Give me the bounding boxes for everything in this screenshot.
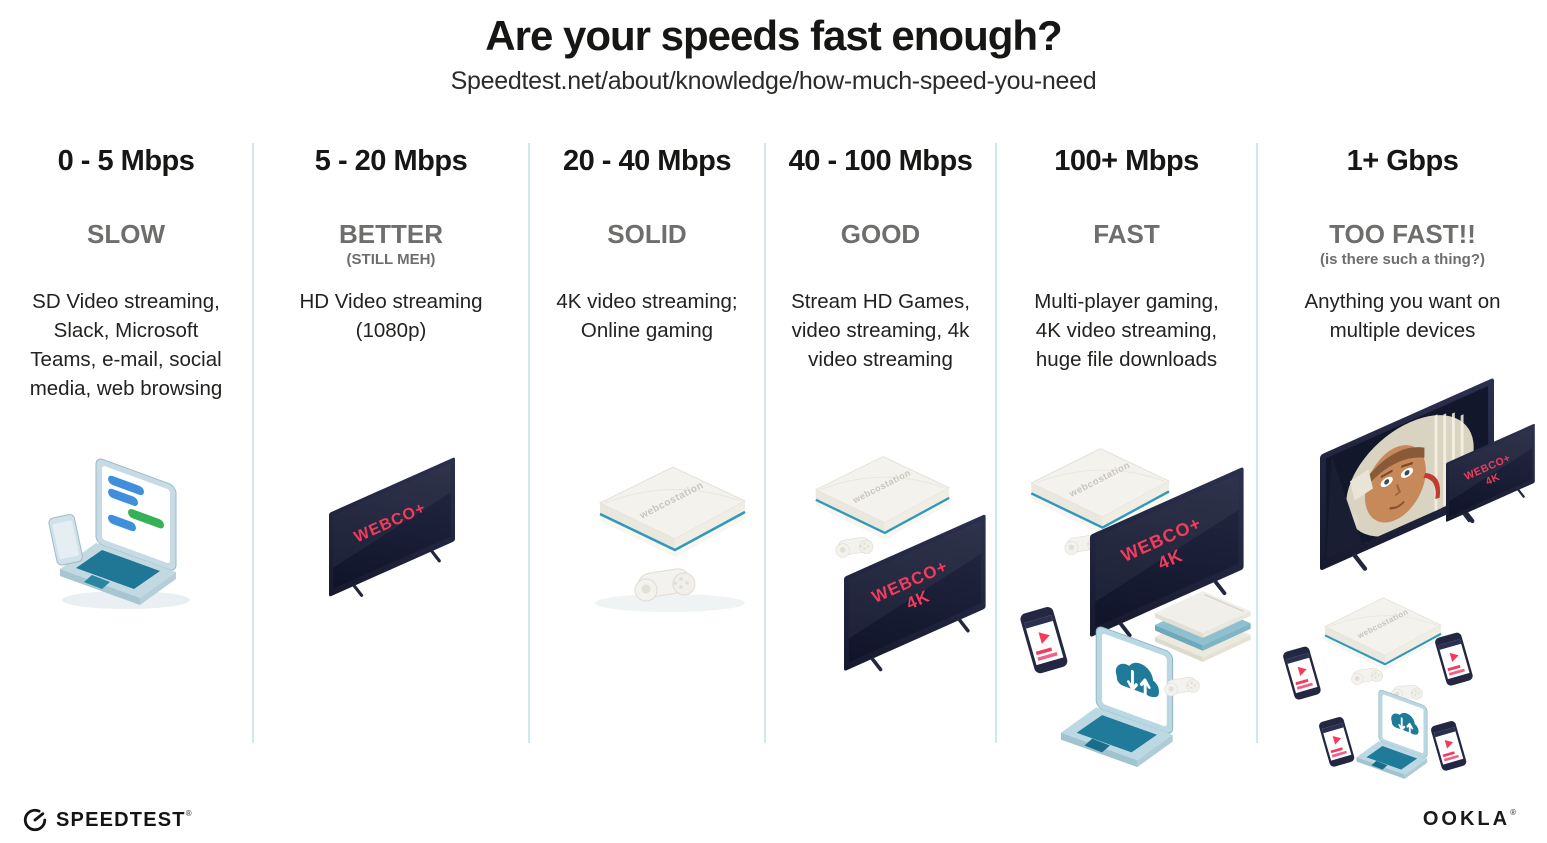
rating-block: GOOD: [766, 219, 995, 287]
speed-range: 5 - 20 Mbps: [314, 145, 468, 177]
use-case-description: HD Video streaming (1080p): [299, 290, 483, 343]
video-phone-icon: [1019, 605, 1069, 675]
ookla-trademark: ®: [1510, 808, 1519, 817]
speed-columns: 0 - 5 Mbps SLOW SD Video streaming, Slac…: [0, 143, 1547, 780]
ookla-wordmark: OOKLA: [1422, 808, 1511, 830]
speed-range: 40 - 100 Mbps: [788, 145, 973, 177]
console-and-4k-tv-illustration: webcostation WEBCO+ 4K: [814, 455, 988, 674]
column-1-plus-gbps: 1+ Gbps TOO FAST!! (is there such a thin…: [1258, 143, 1547, 780]
column-100-plus-mbps: 100+ Mbps FAST Multi-player gaming, 4K v…: [997, 143, 1258, 769]
rating-label: FAST: [1093, 219, 1160, 249]
header: Are your speeds fast enough? Speedtest.n…: [0, 0, 1547, 96]
speed-range: 20 - 40 Mbps: [562, 145, 732, 177]
rating-label: GOOD: [840, 219, 921, 249]
rating-block: SLOW: [0, 219, 252, 287]
rating-block: SOLID: [530, 219, 764, 287]
ookla-logo: OOKLA®: [1423, 808, 1519, 831]
rating-block: FAST: [997, 219, 1256, 287]
rating-block: BETTER (STILL MEH): [254, 219, 528, 287]
use-case-description: Anything you want on multiple devices: [1304, 290, 1501, 343]
rating-block: TOO FAST!! (is there such a thing?): [1258, 219, 1547, 287]
everything-devices-illustration: WEBCO+ 4K webcostation: [1282, 371, 1536, 780]
page-subtitle-url: Speedtest.net/about/knowledge/how-much-s…: [450, 67, 1097, 95]
column-0-5-mbps: 0 - 5 Mbps SLOW SD Video streaming, Slac…: [0, 143, 254, 743]
use-case-description: 4K video streaming; Online gaming: [556, 290, 738, 343]
tv-4k-label: 4K: [1484, 471, 1502, 488]
rating-sublabel: (is there such a thing?): [1319, 251, 1485, 268]
rating-label: SOLID: [607, 219, 687, 249]
speed-range: 0 - 5 Mbps: [57, 145, 195, 177]
rating-label: BETTER: [339, 219, 443, 249]
rating-label: TOO FAST!!: [1329, 219, 1476, 249]
speedtest-gauge-icon: [23, 808, 47, 832]
multi-device-illustration: webcostation WEBCO+ 4K: [1019, 447, 1252, 769]
rating-sublabel: (STILL MEH): [346, 251, 436, 268]
hd-tv-illustration: WEBCO+: [327, 455, 457, 599]
speed-range: 1+ Gbps: [1346, 145, 1459, 177]
column-40-100-mbps: 40 - 100 Mbps GOOD Stream HD Games, vide…: [766, 143, 997, 743]
use-case-description: Multi-player gaming, 4K video streaming,…: [1034, 290, 1219, 372]
speed-range: 100+ Mbps: [1054, 145, 1199, 177]
laptop-and-phone-illustration: [47, 456, 191, 610]
rating-label: SLOW: [87, 219, 165, 249]
speedtest-trademark: ®: [185, 808, 193, 818]
game-console-illustration: webcostation: [595, 465, 747, 612]
use-case-description: SD Video streaming, Slack, Microsoft Tea…: [29, 290, 223, 401]
footer: SPEEDTEST® OOKLA®: [0, 799, 1547, 833]
speedtest-wordmark: SPEEDTEST®: [56, 808, 193, 831]
column-20-40-mbps: 20 - 40 Mbps SOLID 4K video streaming; O…: [530, 143, 766, 743]
speedtest-logo: SPEEDTEST®: [22, 807, 193, 833]
column-5-20-mbps: 5 - 20 Mbps BETTER (STILL MEH) HD Video …: [254, 143, 530, 743]
page-title: Are your speeds fast enough?: [485, 12, 1062, 59]
astronaut-movie-still: [1325, 385, 1489, 560]
use-case-description: Stream HD Games, video streaming, 4k vid…: [791, 290, 970, 372]
